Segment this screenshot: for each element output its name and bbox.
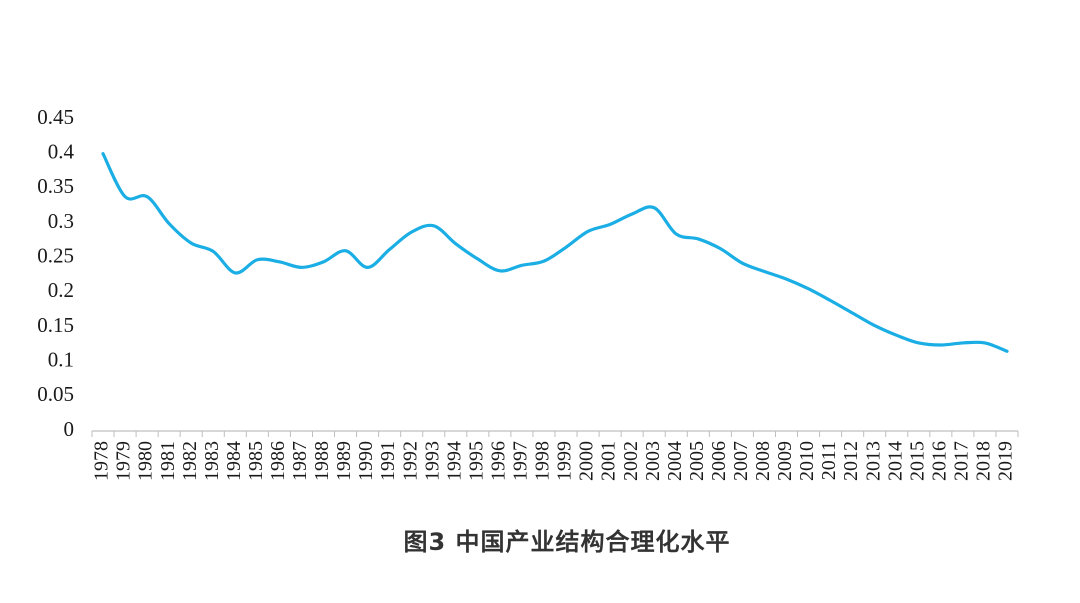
- y-tick-label: 0.35: [37, 174, 74, 198]
- x-tick-label: 1986: [267, 441, 289, 481]
- x-tick-label: 2014: [884, 441, 906, 481]
- x-tick-label: 1988: [311, 441, 333, 481]
- x-tick-label: 2001: [598, 441, 620, 481]
- x-tick-label: 2013: [862, 441, 884, 481]
- x-tick-label: 2009: [774, 441, 796, 481]
- y-tick-label: 0: [64, 417, 75, 441]
- data-point: [785, 277, 789, 281]
- x-tick-label: 2012: [840, 441, 862, 481]
- x-tick-label: 1985: [245, 441, 267, 481]
- data-point: [674, 232, 678, 236]
- line-chart: 0 0.05 0.1 0.15 0.2 0.25 0.3 0.35 0.4 0.45 1978 197…: [37, 105, 1019, 481]
- x-tick-label: 2005: [686, 441, 708, 481]
- x-tick-label: 1994: [443, 441, 465, 481]
- data-point: [586, 229, 590, 233]
- x-tick-label: 1981: [157, 441, 179, 481]
- x-tick-label: 1997: [510, 441, 532, 481]
- y-tick-label: 0.2: [48, 278, 74, 302]
- data-point: [762, 270, 766, 274]
- chart-caption: 图3 中国产业结构合理化水平: [403, 528, 731, 556]
- x-tick-label: 2010: [796, 441, 818, 481]
- data-point: [388, 247, 392, 251]
- data-point: [145, 195, 149, 199]
- data-point: [454, 242, 458, 246]
- x-tick-label: 2003: [642, 441, 664, 481]
- x-tick-label: 2016: [928, 441, 950, 481]
- data-point: [520, 263, 524, 267]
- x-tick-label: 1990: [355, 441, 377, 481]
- data-point: [167, 222, 171, 226]
- data-point: [101, 152, 105, 156]
- x-tick-label: 1992: [399, 441, 421, 481]
- data-point: [123, 195, 127, 199]
- x-tick-label: 1978: [91, 441, 113, 481]
- data-point: [277, 260, 281, 264]
- x-tick-label: 2008: [752, 441, 774, 481]
- x-tick-label: 2017: [950, 441, 972, 481]
- data-point: [322, 260, 326, 264]
- x-tick-label: 2004: [664, 441, 686, 481]
- y-tick-label: 0.45: [37, 105, 74, 129]
- x-tick-label: 2000: [576, 441, 598, 481]
- data-point: [851, 311, 855, 315]
- data-point: [233, 271, 237, 275]
- y-tick-label: 0.3: [48, 209, 74, 233]
- x-tick-label: 1993: [421, 441, 443, 481]
- x-tick-label: 2011: [818, 441, 840, 480]
- data-point: [983, 341, 987, 345]
- x-tick-label: 2018: [973, 441, 995, 481]
- data-point: [718, 247, 722, 251]
- data-point: [740, 261, 744, 265]
- data-point: [917, 341, 921, 345]
- data-point: [432, 224, 436, 228]
- data-point: [895, 333, 899, 337]
- series-line: [101, 152, 1009, 353]
- x-tick-label: 2002: [620, 441, 642, 481]
- x-tick-label: 1998: [532, 441, 554, 481]
- x-tick-label: 2007: [730, 441, 752, 481]
- data-point: [189, 241, 193, 245]
- y-tick-label: 0.05: [37, 382, 74, 406]
- x-tick-label: 2019: [995, 441, 1017, 481]
- x-tick-label: 1982: [179, 441, 201, 481]
- data-point: [939, 343, 943, 347]
- data-point: [476, 257, 480, 261]
- data-point: [652, 206, 656, 210]
- x-tick-label: 2015: [906, 441, 928, 481]
- x-tick-label: 1980: [135, 441, 157, 481]
- data-point: [344, 249, 348, 253]
- x-tick-label: 1989: [333, 441, 355, 481]
- x-tick-label: 2006: [708, 441, 730, 481]
- y-tick-label: 0.1: [48, 347, 74, 371]
- data-point: [807, 287, 811, 291]
- x-tick-label: 1996: [487, 441, 509, 481]
- x-tick-label: 1999: [554, 441, 576, 481]
- x-tick-label: 1983: [201, 441, 223, 481]
- data-point: [542, 259, 546, 263]
- data-point: [211, 249, 215, 253]
- x-tick-label: 1991: [377, 441, 399, 481]
- y-tick-label: 0.15: [37, 313, 74, 337]
- data-point: [255, 258, 259, 262]
- y-tick-label: 0.25: [37, 243, 74, 267]
- y-tick-label: 0.4: [48, 139, 75, 163]
- data-point: [696, 237, 700, 241]
- data-point: [498, 269, 502, 273]
- x-tick-label: 1995: [465, 441, 487, 481]
- x-tick-label: 1979: [113, 441, 135, 481]
- x-tick-label: 1987: [289, 441, 311, 481]
- data-point: [366, 265, 370, 269]
- chart-svg: 0 0.05 0.1 0.15 0.2 0.25 0.3 0.35 0.4 0.45 1978 197…: [37, 105, 1019, 481]
- data-point: [410, 230, 414, 234]
- data-point: [829, 299, 833, 303]
- x-tick-label: 1984: [223, 441, 245, 481]
- data-point: [873, 324, 877, 328]
- data-point: [1005, 349, 1009, 353]
- data-point: [608, 222, 612, 226]
- data-point: [299, 265, 303, 269]
- data-point: [564, 245, 568, 249]
- data-point: [630, 212, 634, 216]
- data-point: [961, 341, 965, 345]
